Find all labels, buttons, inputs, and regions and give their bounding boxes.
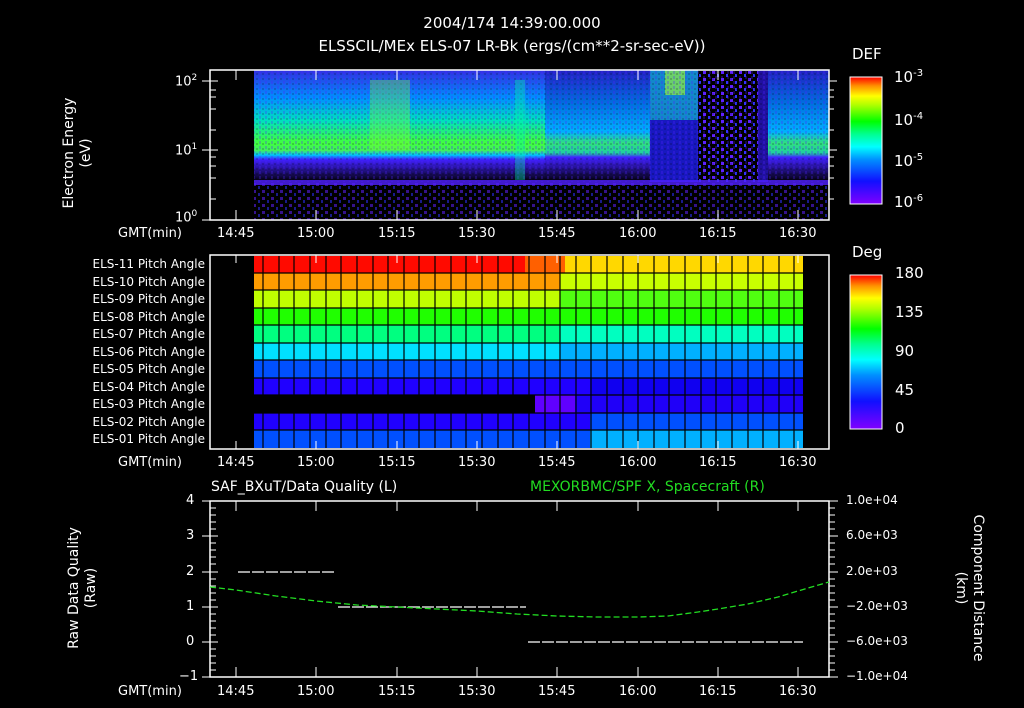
ytick-right: −6.0e+03 bbox=[846, 634, 908, 648]
xtick: 15:15 bbox=[378, 684, 416, 699]
xtick: 16:00 bbox=[619, 455, 657, 470]
pitch-angle-panel bbox=[209, 254, 883, 450]
row-label: ELS-10 Pitch Angle bbox=[92, 274, 205, 289]
xtick: 15:45 bbox=[538, 226, 576, 241]
quality-xlabel: GMT(min) bbox=[118, 684, 182, 699]
deg-label: 180 bbox=[895, 264, 924, 282]
deg-colorbar-title: Deg bbox=[852, 243, 883, 261]
xtick: 14:45 bbox=[217, 455, 255, 470]
xtick: 16:30 bbox=[779, 226, 817, 241]
xtick: 15:00 bbox=[297, 684, 335, 699]
plot-subtitle: ELSSCIL/MEx ELS-07 LR-Bk (ergs/(cm**2-sr… bbox=[318, 37, 706, 55]
xtick: 16:30 bbox=[779, 455, 817, 470]
ytick-100: 102 bbox=[175, 73, 198, 90]
xtick: 16:30 bbox=[779, 684, 817, 699]
def-colorbar-title: DEF bbox=[852, 45, 882, 63]
ytick-left: 2 bbox=[186, 564, 195, 579]
def-label: 10-5 bbox=[894, 152, 924, 170]
row-label: ELS-02 Pitch Angle bbox=[92, 414, 205, 429]
ytick-right: 2.0e+03 bbox=[846, 564, 898, 578]
def-label: 10-3 bbox=[894, 68, 924, 86]
xtick: 15:00 bbox=[297, 455, 335, 470]
xtick: 16:15 bbox=[699, 455, 737, 470]
pitch-row-labels: ELS-11 Pitch Angle ELS-10 Pitch Angle EL… bbox=[0, 257, 205, 450]
ytick-left: 1 bbox=[186, 599, 195, 614]
xtick: 15:30 bbox=[458, 226, 496, 241]
data-quality-panel bbox=[202, 500, 838, 678]
quality-ylabel-right: Component Distance (km) bbox=[953, 514, 986, 662]
xtick: 14:45 bbox=[217, 226, 255, 241]
quality-title-left: SAF_BXuT/Data Quality (L) bbox=[211, 479, 398, 495]
xtick: 15:00 bbox=[297, 226, 335, 241]
ytick-left: 3 bbox=[186, 528, 195, 543]
data-quality-series bbox=[238, 571, 803, 643]
deg-label: 135 bbox=[895, 303, 924, 321]
xtick: 15:15 bbox=[378, 226, 416, 241]
plot-timestamp: 2004/174 14:39:00.000 bbox=[423, 14, 601, 32]
xtick: 16:00 bbox=[619, 684, 657, 699]
row-label: ELS-03 Pitch Angle bbox=[92, 397, 205, 411]
row-label: ELS-05 Pitch Angle bbox=[92, 362, 205, 376]
row-label: ELS-07 Pitch Angle bbox=[92, 327, 205, 341]
xtick: 16:15 bbox=[699, 226, 737, 241]
spectrogram-panel bbox=[202, 69, 883, 221]
deg-label: 0 bbox=[895, 419, 905, 437]
xtick: 16:00 bbox=[619, 226, 657, 241]
row-label: ELS-06 Pitch Angle bbox=[92, 344, 205, 359]
ytick-1: 100 bbox=[175, 209, 198, 226]
row-label: ELS-09 Pitch Angle bbox=[92, 292, 205, 306]
ytick-right: 1.0e+04 bbox=[846, 493, 898, 507]
xtick: 15:45 bbox=[538, 455, 576, 470]
quality-ylabel-left: Raw Data Quality (Raw) bbox=[66, 527, 99, 649]
deg-label: 90 bbox=[895, 342, 915, 360]
def-label: 10-6 bbox=[894, 193, 924, 211]
ytick-right: −2.0e+03 bbox=[846, 599, 908, 613]
ytick-left: 0 bbox=[186, 634, 195, 649]
spf-x-series bbox=[209, 581, 830, 618]
row-label: ELS-08 Pitch Angle bbox=[92, 309, 205, 324]
pitch-xlabel: GMT(min) bbox=[118, 455, 182, 470]
deg-label: 45 bbox=[895, 381, 915, 399]
xtick: 16:15 bbox=[699, 684, 737, 699]
xtick: 15:15 bbox=[378, 455, 416, 470]
ytick-right: −1.0e+04 bbox=[846, 669, 908, 683]
row-label: ELS-04 Pitch Angle bbox=[92, 379, 205, 394]
xtick: 14:45 bbox=[217, 684, 255, 699]
spectrogram-xlabel: GMT(min) bbox=[118, 226, 182, 241]
xtick: 15:30 bbox=[458, 684, 496, 699]
row-label: ELS-01 Pitch Angle bbox=[92, 432, 205, 446]
spectrogram-ylabel: Electron Energy (eV) bbox=[61, 97, 94, 209]
ytick-left: −1 bbox=[179, 669, 199, 684]
xtick: 15:30 bbox=[458, 455, 496, 470]
ytick-left: 4 bbox=[186, 493, 195, 508]
ytick-right: 6.0e+03 bbox=[846, 528, 898, 542]
def-label: 10-4 bbox=[894, 111, 924, 129]
quality-title-right: MEXORBMC/SPF X, Spacecraft (R) bbox=[530, 479, 765, 495]
row-label: ELS-11 Pitch Angle bbox=[92, 257, 205, 271]
ytick-10: 101 bbox=[175, 142, 198, 159]
xtick: 15:45 bbox=[538, 684, 576, 699]
